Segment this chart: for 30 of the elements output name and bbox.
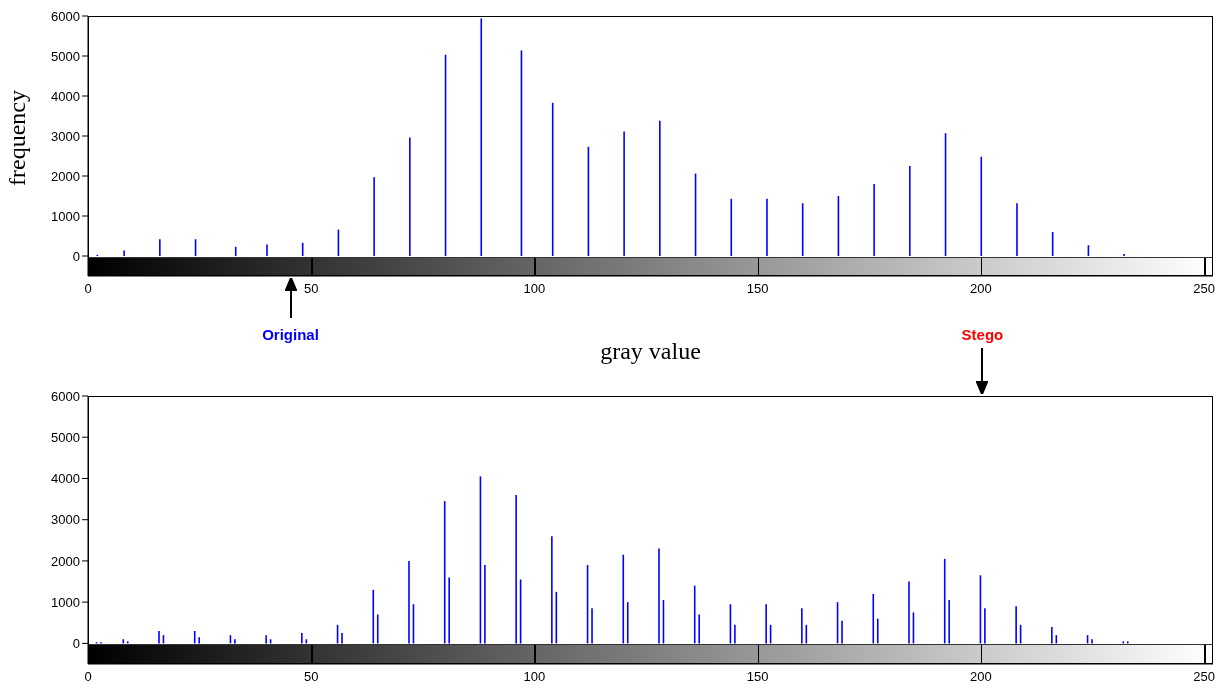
y-axis-title: frequency [3, 90, 30, 186]
x-tick-label: 50 [303, 281, 319, 297]
x-tick-label: 150 [746, 669, 769, 685]
y-tick-label: 0 [72, 636, 80, 651]
y-tick-label: 6000 [51, 8, 80, 24]
x-tick-label: 100 [523, 281, 546, 297]
x-tick-label: 0 [84, 669, 92, 685]
x-tick-label: 250 [1193, 669, 1215, 685]
y-tick-label: 0 [72, 248, 80, 264]
x-axis-title: gray value [600, 338, 701, 365]
y-tick-label: 2000 [51, 553, 80, 569]
x-tick-label: 200 [970, 281, 992, 297]
y-tick-label: 3000 [51, 512, 80, 528]
y-tick-label: 4000 [51, 88, 80, 104]
x-tick-label: 50 [303, 669, 319, 685]
y-tick-label: 3000 [51, 128, 80, 144]
text: Original [262, 326, 319, 343]
y-tick-label: 2000 [51, 168, 80, 184]
x-tick-label: 150 [746, 281, 769, 297]
x-tick-label: 0 [84, 281, 92, 297]
y-tick-label: 5000 [51, 429, 80, 445]
y-tick-label: 1000 [51, 594, 80, 610]
text: Stego [961, 326, 1004, 343]
y-tick-label: 4000 [51, 471, 80, 487]
y-tick-label: 6000 [51, 388, 80, 404]
y-tick-label: 1000 [51, 208, 80, 224]
x-tick-label: 200 [970, 669, 992, 685]
x-tick-label: 250 [1193, 281, 1215, 297]
x-tick-label: 100 [523, 669, 546, 685]
y-tick-label: 5000 [51, 48, 80, 64]
